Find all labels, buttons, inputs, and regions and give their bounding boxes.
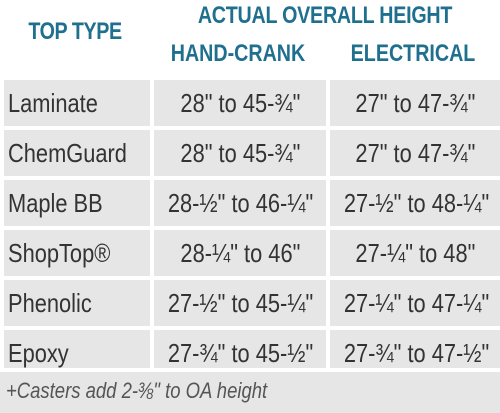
footer-note-bar: +Casters add 2-⅜" to OA height [0,368,500,413]
electrical-cell: 27" to 47-¾" [326,76,500,130]
electrical-cell: 27-¼" to 48" [326,226,500,280]
table-row: Maple BB 28-½" to 46-¼" 27-½" to 48-¼" [0,176,500,230]
hand-crank-cell: 28" to 45-¾" [150,126,330,180]
header-top-type: TOP TYPE [28,18,122,45]
table-row: Phenolic 27-½" to 45-¼" 27-¼" to 47-¼" [0,276,500,330]
header-hand-crank: HAND-CRANK [170,40,306,67]
electrical-cell: 27-½" to 48-¼" [326,176,500,230]
top-type-cell: ChemGuard [0,126,154,180]
table-row: ChemGuard 28" to 45-¾" 27" to 47-¾" [0,126,500,180]
top-type-cell: Laminate [0,76,154,130]
casters-note: +Casters add 2-⅜" to OA height [6,378,268,403]
top-type-cell: ShopTop® [0,226,154,280]
hand-crank-cell: 28-¼" to 46" [150,226,330,280]
hand-crank-cell: 27-½" to 45-¼" [150,276,330,330]
electrical-cell: 27" to 47-¾" [326,126,500,180]
table-row: ShopTop® 28-¼" to 46" 27-¼" to 48" [0,226,500,280]
top-type-cell: Maple BB [0,176,154,230]
top-type-cell: Phenolic [0,276,154,330]
height-table: Laminate 28" to 45-¾" 27" to 47-¾" ChemG… [0,76,500,380]
electrical-cell: 27-¼" to 47-¼" [326,276,500,330]
table-row: Laminate 28" to 45-¾" 27" to 47-¾" [0,76,500,130]
table-header: TOP TYPE ACTUAL OVERALL HEIGHT HAND-CRAN… [0,0,500,76]
header-actual-overall-height: ACTUAL OVERALL HEIGHT [197,2,453,29]
hand-crank-cell: 28-½" to 46-¼" [150,176,330,230]
hand-crank-cell: 28" to 45-¾" [150,76,330,130]
header-electrical: ELECTRICAL [350,40,476,67]
